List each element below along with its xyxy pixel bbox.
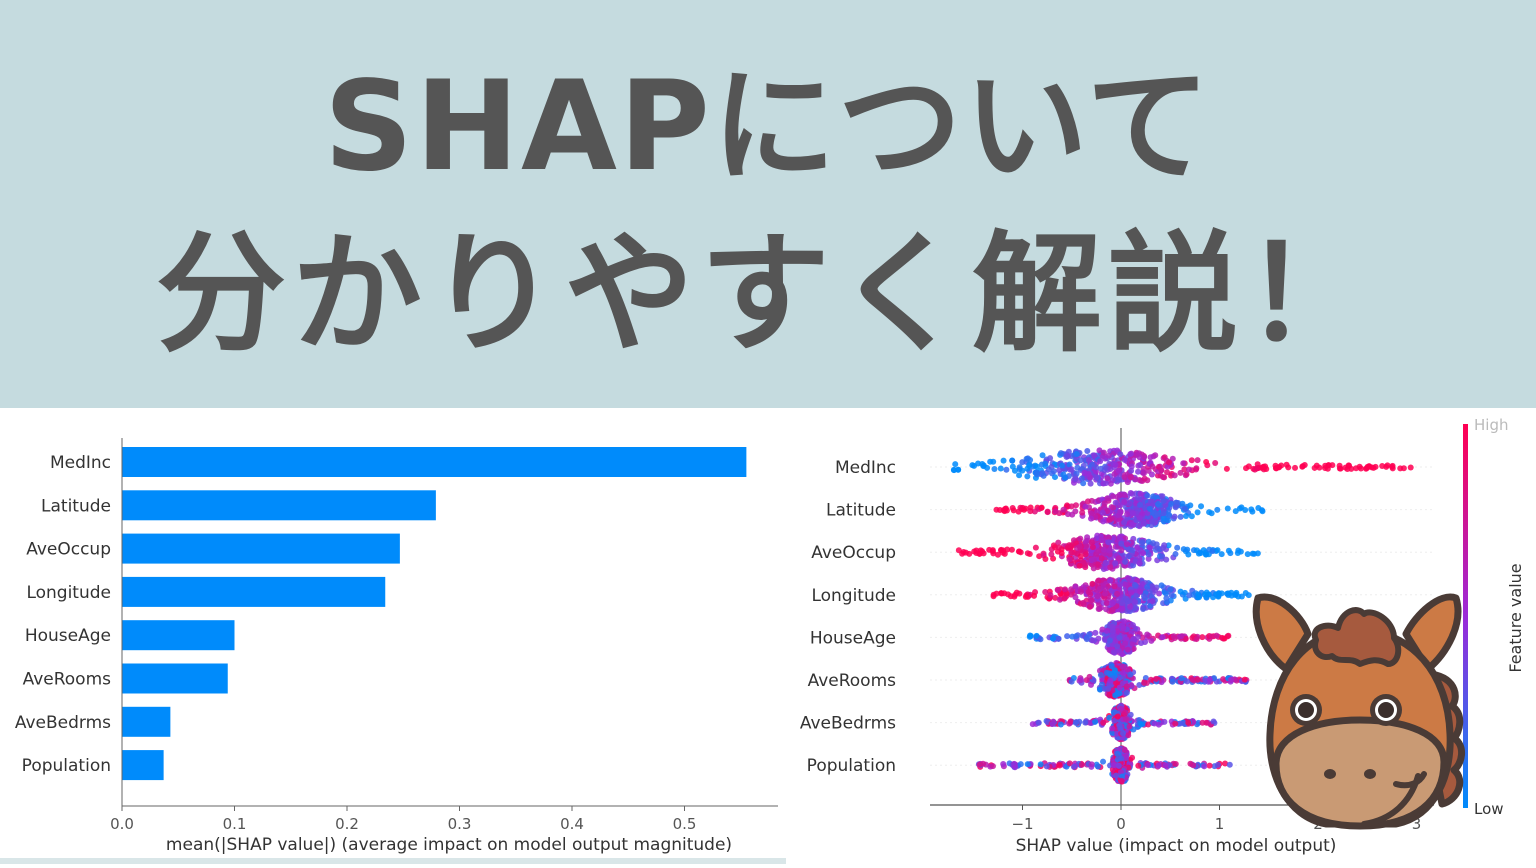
x-axis-ticks: 0.0 0.1 0.2 0.3 0.4 0.5 xyxy=(110,806,696,833)
bar xyxy=(122,750,164,781)
x-tick-label: 3 xyxy=(1412,815,1422,833)
x-tick-label: 0.3 xyxy=(448,815,472,833)
bar-label: HouseAge xyxy=(25,626,111,646)
x-tick-label: 1 xyxy=(1215,815,1225,833)
feature-label: MedInc xyxy=(835,458,896,478)
shap-points xyxy=(950,447,1414,785)
beeswarm-chart-panel: MedInc Latitude AveOccup Longitude HouseAge A… xyxy=(786,408,1536,864)
title-line-2: 分かりやすく解説！ xyxy=(155,218,1380,370)
bar-label: Longitude xyxy=(26,583,111,603)
x-tick-label: 0.2 xyxy=(335,815,359,833)
colorbar-title: Feature value xyxy=(1506,563,1525,672)
bar-label: MedInc xyxy=(50,453,111,473)
bars xyxy=(122,447,747,781)
bar-label: AveOccup xyxy=(26,540,111,560)
bar-label: Latitude xyxy=(41,496,111,516)
x-tick-label: 0.0 xyxy=(110,815,134,833)
x-axis-label: SHAP value (impact on model output) xyxy=(1016,836,1337,856)
bottom-strip xyxy=(0,858,786,864)
beeswarm-chart: MedInc Latitude AveOccup Longitude HouseAge A… xyxy=(800,416,1525,856)
bar xyxy=(122,620,235,651)
bar xyxy=(122,706,171,737)
x-tick-label: 0.1 xyxy=(223,815,247,833)
feature-label: HouseAge xyxy=(810,628,896,648)
x-tick-label: −1 xyxy=(1011,815,1033,833)
x-tick-label: 0.4 xyxy=(560,815,584,833)
horse-face-icon xyxy=(1252,593,1465,830)
bar xyxy=(122,576,386,607)
feature-label: AveRooms xyxy=(808,671,897,691)
feature-label: Latitude xyxy=(826,501,896,521)
x-tick-label: 0 xyxy=(1116,815,1126,833)
bar-label: AveRooms xyxy=(23,670,112,690)
feature-label: Longitude xyxy=(811,586,896,606)
divider xyxy=(786,404,1536,408)
title-line-1: SHAPについて xyxy=(323,55,1213,199)
bar-chart: MedInc Latitude AveOccup Longitude HouseAge A… xyxy=(15,438,778,855)
colorbar xyxy=(1463,424,1468,808)
bar-label: AveBedrms xyxy=(15,713,111,733)
feature-label: AveBedrms xyxy=(800,714,896,734)
feature-labels: MedInc Latitude AveOccup Longitude HouseAge A… xyxy=(800,458,896,776)
x-axis-label: mean(|SHAP value|) (average impact on mo… xyxy=(166,835,732,855)
bar xyxy=(122,533,400,564)
x-tick-label: 0.5 xyxy=(673,815,697,833)
bar xyxy=(122,490,436,521)
bar-category-labels: MedInc Latitude AveOccup Longitude HouseAge A… xyxy=(15,453,111,776)
title-banner: SHAPについて 分かりやすく解説！ xyxy=(0,0,1536,408)
bar-chart-panel: MedInc Latitude AveOccup Longitude HouseAge A… xyxy=(0,408,786,864)
colorbar-high-label: High xyxy=(1474,416,1508,434)
bar xyxy=(122,447,747,477)
feature-label: AveOccup xyxy=(811,543,896,563)
bar-label: Population xyxy=(22,756,111,776)
bar xyxy=(122,663,228,694)
colorbar-low-label: Low xyxy=(1474,800,1504,818)
feature-label: Population xyxy=(807,756,896,776)
